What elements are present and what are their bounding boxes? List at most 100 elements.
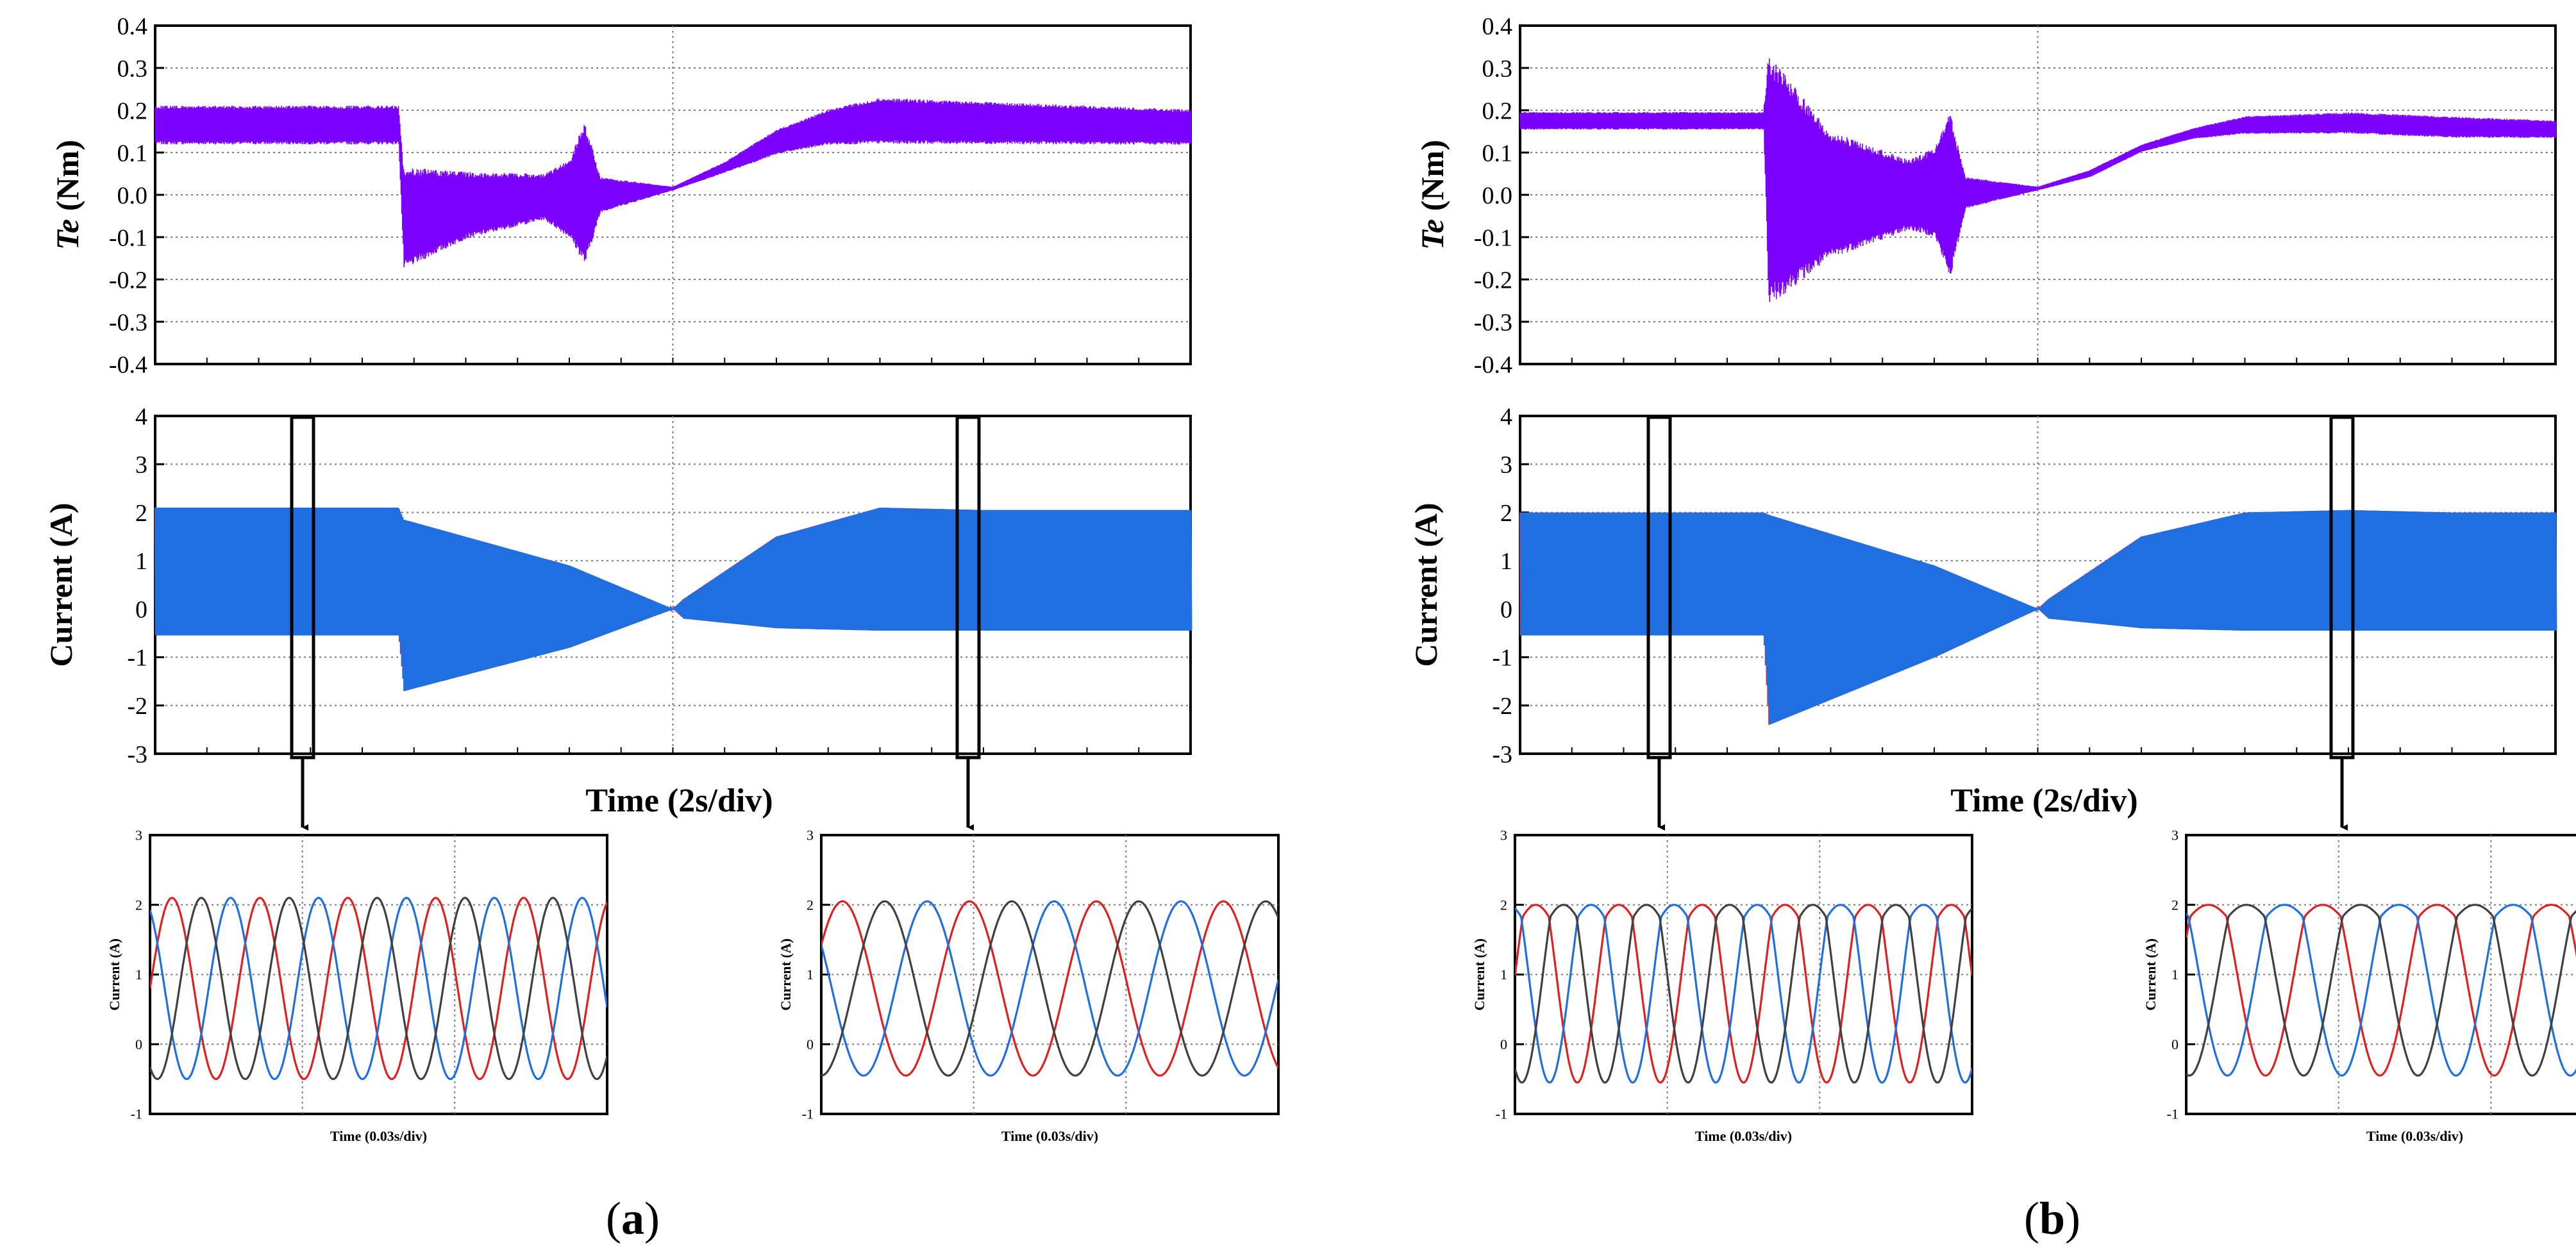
zoom-y-tick-label: -1 xyxy=(2167,1106,2179,1122)
current-y-tick-label: 3 xyxy=(1500,452,1512,479)
torque-y-tick-label: 0.4 xyxy=(1482,13,1513,40)
torque-y-tick-label: 0.2 xyxy=(1482,97,1513,124)
current-waveform-blue xyxy=(155,507,1192,692)
zoom-phase-line xyxy=(821,900,1278,1077)
torque-y-tick-label: -0.2 xyxy=(109,267,147,294)
torque-ylabel-italic: Te xyxy=(49,219,85,250)
torque-ylabel: Te (Nm) xyxy=(1414,140,1450,250)
current-y-tick-label: 1 xyxy=(135,548,147,575)
current-y-tick-label: 4 xyxy=(135,403,147,430)
zoom-plot-a-1: 3 2 1 0 -1 Current (A) Time (0.03s/div) xyxy=(106,827,608,1144)
zoom-y-tick-label: 1 xyxy=(2171,967,2179,983)
zoom-y-tick-label: -1 xyxy=(131,1106,142,1122)
zoom-ylabel: Current (A) xyxy=(1471,938,1487,1011)
torque-y-tick-label: 0.3 xyxy=(117,55,148,82)
zoom-phase-line xyxy=(2186,904,2576,1077)
panel-label-b: (b) xyxy=(2024,1193,2080,1244)
torque-y-tick-label: 0.2 xyxy=(117,97,148,124)
zoom-phase-line xyxy=(2186,904,2576,1077)
zoom-callouts-b xyxy=(1646,415,2355,831)
zoom-ylabel: Current (A) xyxy=(2143,938,2159,1011)
torque-y-tick-label: -0.2 xyxy=(1474,267,1512,294)
current-y-tick-label: 0 xyxy=(135,596,147,623)
zoom-y-tick-label: 3 xyxy=(2171,827,2179,843)
torque-y-tick-label: -0.3 xyxy=(109,309,147,336)
zoom-xlabel: Time (0.03s/div) xyxy=(2366,1128,2463,1144)
torque-waveform xyxy=(155,98,1192,268)
zoom-phase-line xyxy=(2186,904,2576,1077)
zoom-y-tick-label: 1 xyxy=(135,967,142,983)
current-y-tick-label: 2 xyxy=(135,500,147,527)
zoom-y-tick-label: 3 xyxy=(807,827,814,843)
zoom-y-tick-label: 0 xyxy=(135,1036,142,1052)
zoom-y-tick-label: 0 xyxy=(1500,1036,1507,1052)
current-y-tick-label: 2 xyxy=(1500,500,1512,527)
zoom-y-tick-label: 2 xyxy=(2171,897,2179,913)
torque-ylabel-rest: (Nm) xyxy=(1414,140,1450,219)
torque-y-tick-label: 0.0 xyxy=(117,182,148,209)
figure-root: 0.4 0.3 0.2 0.1 0.0 -0.1 -0.2 -0.3 -0.4 Te (Nm) 4 3… xyxy=(43,13,2576,1244)
torque-ylabel-rest: (Nm) xyxy=(49,140,85,219)
zoom-y-tick-label: 1 xyxy=(1500,967,1507,983)
torque-plot-a: 0.4 0.3 0.2 0.1 0.0 -0.1 -0.2 -0.3 -0.4 Te (Nm) xyxy=(49,13,1192,378)
panel-label-letter: b xyxy=(2039,1193,2065,1244)
zoom-plot-a-2: 3 2 1 0 -1 Current (A) Time (0.03s/div) xyxy=(778,827,1280,1144)
current-xlabel: Time (2s/div) xyxy=(585,783,773,819)
torque-y-tick-label: -0.4 xyxy=(109,351,147,378)
zoom-xlabel: Time (0.03s/div) xyxy=(1001,1128,1098,1144)
torque-y-tick-label: 0.1 xyxy=(1482,140,1513,167)
torque-y-tick-label: 0.4 xyxy=(117,13,148,40)
zoom-y-tick-label: 2 xyxy=(807,897,814,913)
current-y-tick-label: 3 xyxy=(135,452,147,479)
zoom-y-tick-label: 1 xyxy=(807,967,814,983)
torque-y-tick-label: 0.3 xyxy=(1482,55,1513,82)
zoom-phase-line xyxy=(150,897,607,1081)
zoom-y-tick-label: 2 xyxy=(1500,897,1507,913)
zoom-xlabel: Time (0.03s/div) xyxy=(330,1128,427,1144)
current-ylabel: Current (A) xyxy=(1408,503,1444,667)
current-y-tick-label: 4 xyxy=(1500,403,1512,430)
zoom-y-tick-label: 2 xyxy=(135,897,142,913)
zoom-plot-b-1: 3 2 1 0 -1 Current (A) Time (0.03s/div) xyxy=(1471,827,1973,1144)
torque-y-tick-label: -0.4 xyxy=(1474,351,1512,378)
zoom-ylabel: Current (A) xyxy=(106,938,122,1011)
current-y-tick-label: 0 xyxy=(1500,596,1512,623)
current-y-tick-label: -3 xyxy=(1492,741,1512,768)
zoom-y-tick-label: -1 xyxy=(802,1106,814,1122)
current-y-tick-label: -1 xyxy=(127,645,147,672)
zoom-xlabel: Time (0.03s/div) xyxy=(1695,1128,1792,1144)
torque-y-tick-label: 0.1 xyxy=(117,140,148,167)
torque-y-tick-label: 0.0 xyxy=(1482,182,1513,209)
current-ylabel: Current (A) xyxy=(43,503,79,667)
zoom-y-tick-label: -1 xyxy=(1496,1106,1507,1122)
current-y-tick-label: -2 xyxy=(1492,693,1512,720)
panel-label-a: (a) xyxy=(606,1193,660,1244)
zoom-y-tick-label: 3 xyxy=(1500,827,1507,843)
zoom-phase-line xyxy=(150,897,607,1081)
current-y-tick-label: 1 xyxy=(1500,548,1512,575)
zoom-y-tick-label: 0 xyxy=(807,1036,814,1052)
current-plot-a: 4 3 2 1 0 -1 -2 -3 Current (A) Time (2s/div) xyxy=(43,403,1192,819)
panel-label-letter: a xyxy=(621,1193,644,1244)
current-xlabel: Time (2s/div) xyxy=(1950,783,2137,819)
zoom-ylabel: Current (A) xyxy=(778,938,794,1011)
torque-ylabel-italic: Te xyxy=(1414,219,1450,250)
zoom-phase-line xyxy=(821,900,1278,1077)
current-plot-b: 4 3 2 1 0 -1 -2 -3 Current (A) Time (2s/div) xyxy=(1408,403,2557,819)
current-y-tick-label: -3 xyxy=(127,741,147,768)
torque-y-tick-label: -0.3 xyxy=(1474,309,1512,336)
current-waveform-blue xyxy=(1519,510,2557,725)
zoom-phase-line xyxy=(150,897,607,1081)
current-y-tick-label: -1 xyxy=(1492,645,1512,672)
zoom-y-tick-label: 3 xyxy=(135,827,142,843)
torque-y-tick-label: -0.1 xyxy=(109,224,147,251)
torque-plot-b: 0.4 0.3 0.2 0.1 0.0 -0.1 -0.2 -0.3 -0.4 Te (Nm) xyxy=(1414,13,2557,378)
zoom-callouts-a xyxy=(290,415,981,831)
zoom-plot-b-2: 3 2 1 0 -1 Current (A) Time (0.03s/div) xyxy=(2143,827,2576,1144)
torque-waveform xyxy=(1519,58,2557,303)
zoom-y-tick-label: 0 xyxy=(2171,1036,2179,1052)
current-y-tick-label: -2 xyxy=(127,693,147,720)
torque-y-tick-label: -0.1 xyxy=(1474,224,1512,251)
zoom-phase-line xyxy=(1515,904,1972,1084)
